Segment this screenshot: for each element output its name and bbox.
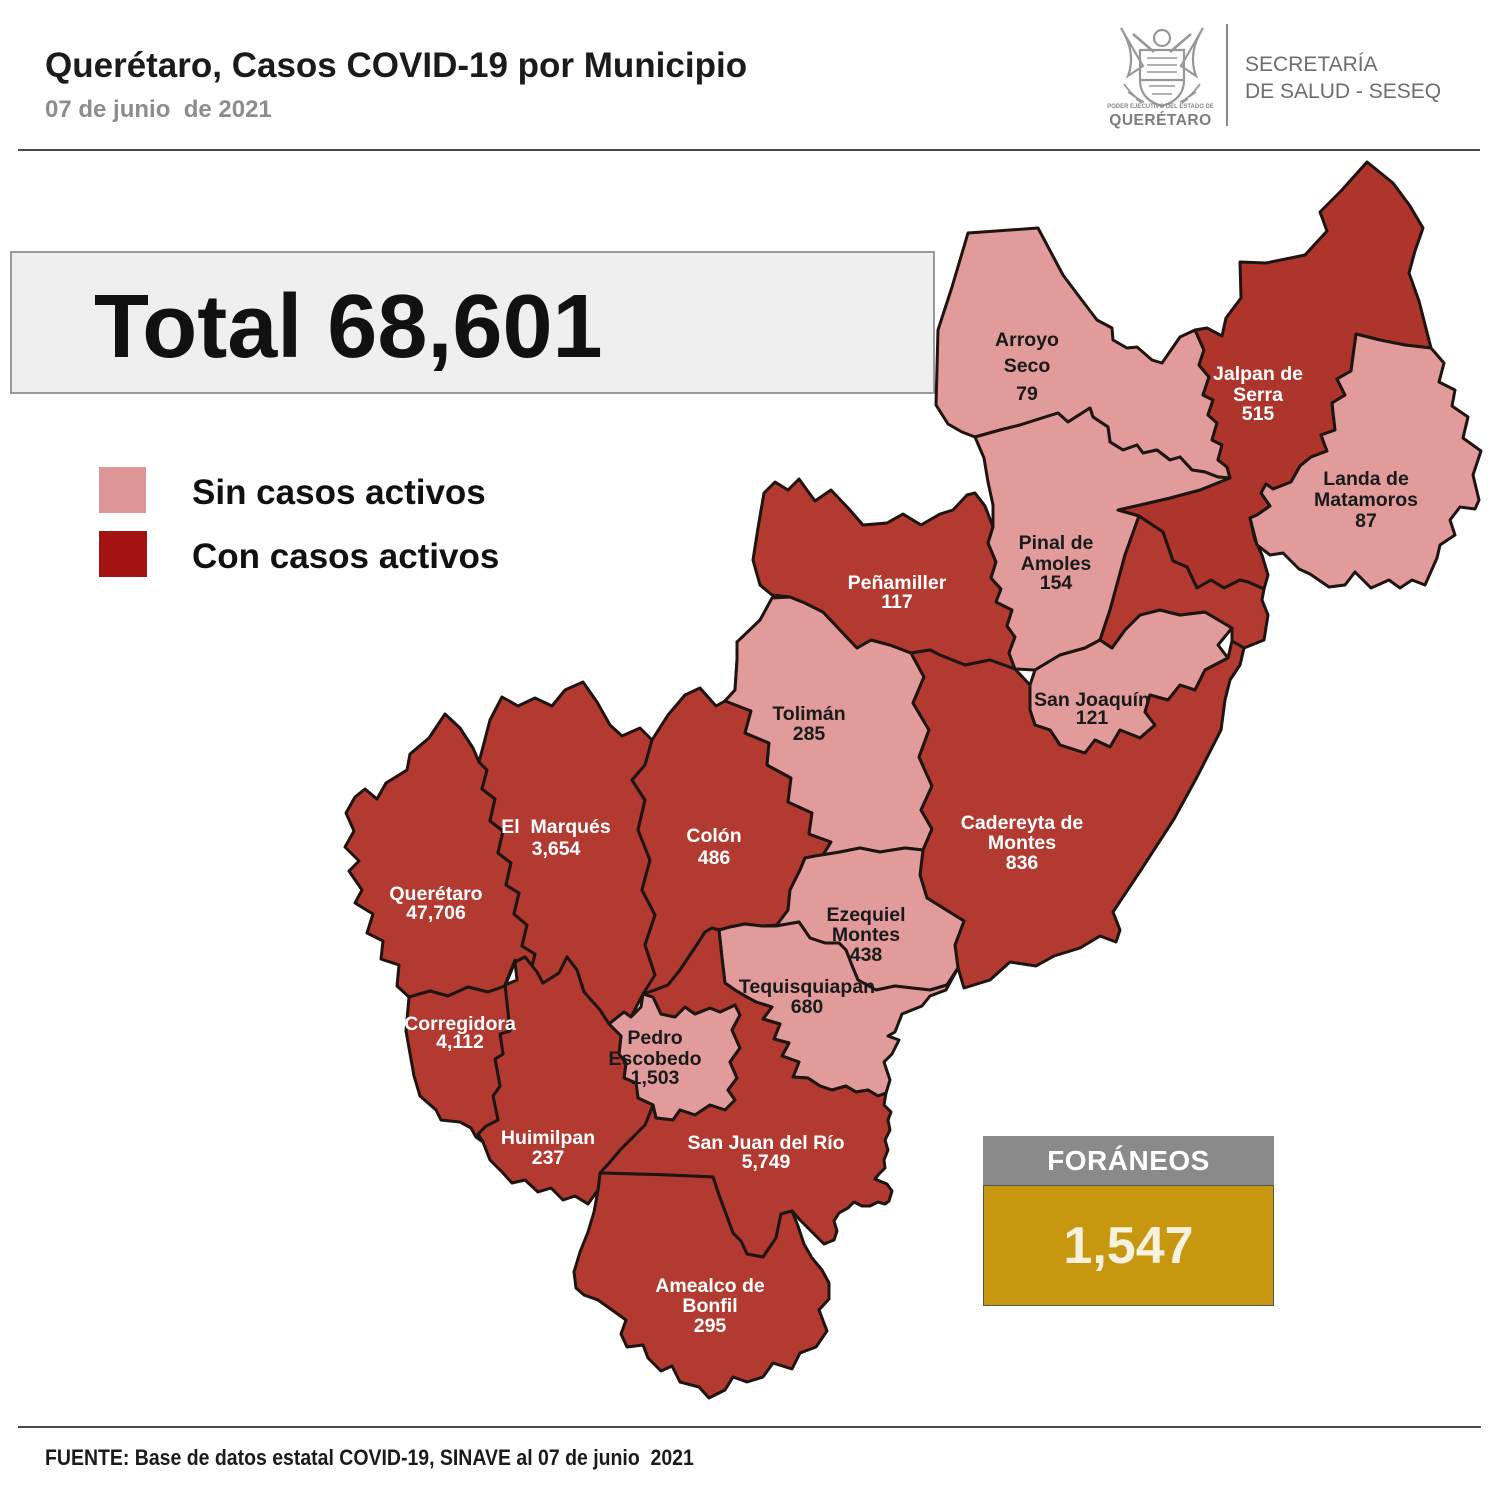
svg-text:Cadereyta de: Cadereyta de xyxy=(961,812,1084,834)
svg-text:Huimilpan: Huimilpan xyxy=(501,1127,595,1149)
svg-text:Pedro: Pedro xyxy=(627,1027,682,1049)
svg-text:Escobedo: Escobedo xyxy=(608,1048,701,1070)
svg-text:Matamoros: Matamoros xyxy=(1314,489,1418,511)
svg-text:87: 87 xyxy=(1355,510,1377,532)
svg-text:Amoles: Amoles xyxy=(1021,553,1092,575)
svg-text:47,706: 47,706 xyxy=(406,902,466,924)
svg-text:Seco: Seco xyxy=(1004,355,1051,377)
svg-text:515: 515 xyxy=(1242,403,1275,425)
svg-text:154: 154 xyxy=(1040,572,1073,594)
svg-text:237: 237 xyxy=(532,1147,565,1169)
svg-text:121: 121 xyxy=(1076,707,1109,729)
svg-text:680: 680 xyxy=(791,996,824,1018)
svg-text:Pinal de: Pinal de xyxy=(1019,532,1094,554)
svg-text:Tolimán: Tolimán xyxy=(772,703,845,725)
svg-text:5,749: 5,749 xyxy=(742,1151,791,1173)
svg-text:3,654: 3,654 xyxy=(532,838,581,860)
svg-text:Arroyo: Arroyo xyxy=(995,329,1059,351)
svg-text:San Joaquín: San Joaquín xyxy=(1034,689,1150,711)
svg-text:4,112: 4,112 xyxy=(436,1031,484,1053)
svg-text:Amealco de: Amealco de xyxy=(655,1275,765,1297)
svg-text:Querétaro: Querétaro xyxy=(389,883,482,905)
svg-text:Jalpan de: Jalpan de xyxy=(1213,363,1303,385)
svg-text:Landa de: Landa de xyxy=(1323,468,1409,490)
svg-text:1,503: 1,503 xyxy=(631,1067,680,1089)
svg-text:San Juan del Río: San Juan del Río xyxy=(687,1132,844,1154)
svg-text:Serra: Serra xyxy=(1233,384,1283,406)
svg-text:Montes: Montes xyxy=(988,832,1056,854)
svg-text:Colón: Colón xyxy=(686,825,741,847)
svg-text:Peñamiller: Peñamiller xyxy=(848,572,947,594)
svg-text:285: 285 xyxy=(793,723,826,745)
svg-text:836: 836 xyxy=(1006,852,1039,874)
svg-text:El Marqués: El Marqués xyxy=(501,816,611,838)
svg-text:117: 117 xyxy=(881,591,912,613)
svg-text:486: 486 xyxy=(698,847,731,869)
svg-text:Montes: Montes xyxy=(832,924,900,946)
svg-text:Tequisquiapan: Tequisquiapan xyxy=(739,976,875,998)
svg-text:79: 79 xyxy=(1016,383,1038,405)
svg-text:438: 438 xyxy=(850,944,883,966)
svg-text:Corregidora: Corregidora xyxy=(404,1013,516,1035)
svg-text:Ezequiel: Ezequiel xyxy=(826,904,905,926)
svg-text:Bonfil: Bonfil xyxy=(682,1295,737,1317)
svg-text:295: 295 xyxy=(694,1315,727,1337)
